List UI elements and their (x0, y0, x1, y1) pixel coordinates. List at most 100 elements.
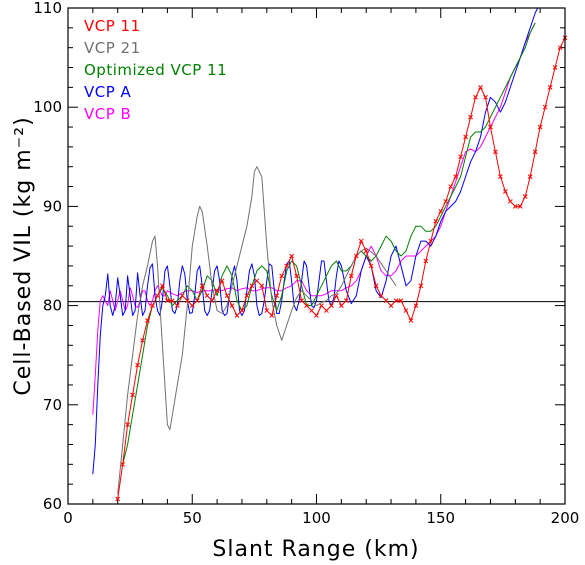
data-point-marker (393, 298, 399, 303)
data-point-marker (319, 303, 324, 308)
legend-entry: VCP 21 (84, 39, 141, 57)
data-point-marker (329, 303, 334, 308)
data-point-marker (284, 263, 290, 269)
data-point-marker (314, 313, 319, 318)
data-point-marker (294, 273, 299, 279)
data-point-marker (264, 308, 270, 313)
x-axis-title: Slant Range (km) (212, 537, 419, 562)
series-optimized-vcp-11 (122, 22, 536, 465)
data-point-marker (189, 303, 195, 308)
data-point-marker (458, 154, 463, 160)
data-point-marker (557, 45, 563, 51)
y-axis-title: Cell-Based VIL (kg m⁻²) (11, 116, 36, 395)
data-point-marker (234, 313, 240, 318)
data-point-marker (299, 298, 304, 303)
data-point-marker (348, 273, 354, 279)
data-point-marker (115, 496, 121, 502)
data-point-marker (478, 85, 483, 90)
y-tick-label: 60 (43, 495, 62, 513)
x-tick-label: 200 (551, 509, 580, 527)
data-point-marker (259, 283, 265, 289)
data-point-marker (552, 65, 558, 70)
data-point-marker (532, 149, 538, 155)
data-point-marker (507, 199, 513, 204)
series-vcp-a (92, 7, 539, 475)
data-point-marker (488, 124, 493, 130)
series-line-vcp-a (92, 7, 539, 475)
data-point-marker (403, 308, 409, 313)
data-point-marker (493, 149, 498, 155)
data-point-marker (522, 194, 528, 199)
data-point-marker (304, 303, 309, 308)
data-point-marker (398, 298, 404, 303)
plot-frame (67, 7, 566, 505)
data-point-marker (244, 293, 250, 299)
data-point-marker (517, 204, 523, 209)
y-tick-label: 80 (43, 297, 62, 315)
data-point-marker (184, 298, 190, 303)
series-vcp-11 (115, 35, 568, 502)
data-point-marker (145, 318, 150, 323)
data-point-marker (542, 104, 548, 110)
y-tick-label: 100 (33, 98, 62, 116)
data-point-marker (373, 283, 379, 289)
y-tick-label: 90 (43, 197, 62, 215)
data-point-marker (547, 85, 553, 90)
series-line-optimized-vcp-11 (122, 22, 536, 465)
series-line-vcp-21 (117, 166, 397, 495)
data-point-marker (418, 283, 424, 289)
data-point-marker (473, 94, 478, 100)
legend: VCP 11 VCP 21 Optimized VCP 11 VCP A VCP B (84, 17, 227, 123)
x-tick-label: 100 (302, 509, 331, 527)
x-tick-label: 50 (183, 509, 202, 527)
data-point-marker (408, 318, 414, 323)
data-point-marker (498, 174, 503, 179)
data-point-marker (448, 184, 454, 189)
series-vcp-b (92, 22, 536, 415)
data-point-marker (204, 293, 210, 299)
data-point-marker (423, 258, 429, 264)
data-point-marker (388, 303, 394, 308)
data-point-marker (224, 293, 230, 299)
legend-entry: VCP 11 (84, 17, 141, 35)
data-point-marker (413, 303, 419, 308)
data-point-marker (537, 124, 543, 130)
data-point-marker (309, 308, 314, 313)
data-point-marker (170, 298, 175, 303)
data-point-marker (120, 461, 126, 467)
data-point-marker (428, 238, 434, 244)
data-point-marker (443, 199, 449, 204)
data-point-marker (229, 303, 235, 308)
data-point-marker (274, 293, 280, 299)
data-point-marker (249, 283, 255, 289)
data-point-marker (468, 114, 473, 120)
data-point-marker (353, 253, 359, 259)
legend-entry: VCP B (84, 105, 131, 123)
data-point-marker (503, 189, 508, 194)
data-point-marker (140, 337, 145, 343)
plot-area (68, 8, 565, 504)
data-point-marker (289, 253, 295, 259)
y-tick-label: 70 (43, 396, 62, 414)
data-point-marker (239, 308, 245, 313)
series-layer (92, 7, 568, 502)
data-point-marker (438, 209, 444, 214)
data-point-marker (483, 94, 488, 100)
x-tick-label: 0 (63, 509, 73, 527)
data-point-marker (165, 298, 170, 303)
tick-labels: 0 50 100 150 200 60 70 80 90 100 110 (33, 0, 579, 527)
data-point-marker (160, 283, 165, 289)
data-point-marker (155, 293, 160, 299)
data-point-marker (512, 204, 518, 209)
data-point-marker (130, 392, 135, 398)
legend-entry: VCP A (84, 83, 132, 101)
y-tick-label: 110 (33, 0, 62, 17)
legend-entry: Optimized VCP 11 (84, 61, 227, 79)
data-point-marker (433, 218, 439, 224)
data-point-marker (527, 174, 533, 179)
data-point-marker (194, 298, 200, 303)
tick-marks (67, 7, 566, 505)
x-tick-label: 150 (426, 509, 455, 527)
data-point-marker (199, 283, 205, 289)
